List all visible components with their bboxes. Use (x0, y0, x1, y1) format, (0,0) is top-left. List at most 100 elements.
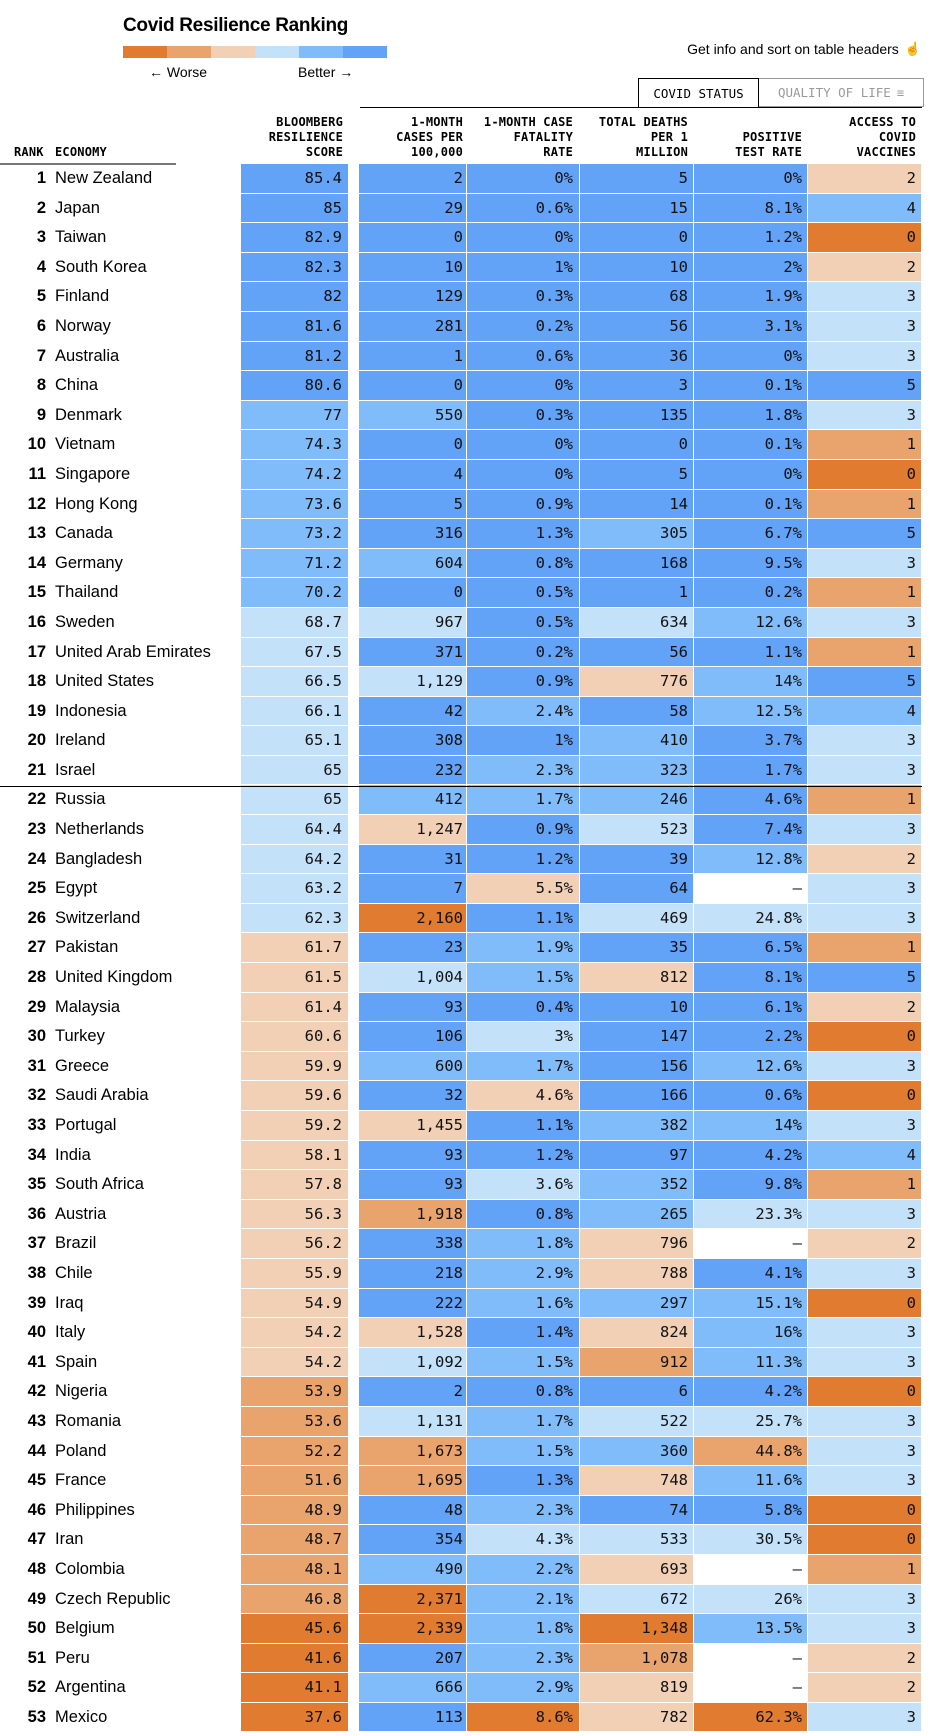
column-header-score[interactable]: BLOOMBERG RESILIENCE SCORE (268, 115, 343, 159)
score-cell: 58.1 (241, 1140, 348, 1170)
deaths-cell: 0 (580, 223, 693, 252)
cases-cell: 2,371 (359, 1584, 466, 1614)
positive-rate-cell: 12.8% (694, 844, 807, 874)
table-row: 25 Egypt 63.2 7 5.5% 64–3 (0, 874, 931, 904)
economy-cell: United States (55, 672, 155, 691)
rank-cell: 20 (27, 731, 46, 750)
vaccines-cell: 4 (808, 696, 921, 726)
vaccines-cell: 3 (808, 815, 921, 844)
deaths-cell: 796 (580, 1229, 693, 1258)
sort-hint-text: Get info and sort on table headers (687, 41, 899, 57)
table-row: 35 South Africa 57.8 93 3.6% 352 9.8% 1 (0, 1170, 931, 1200)
column-header-vaccines[interactable]: ACCESS TO COVID VACCINES (849, 115, 916, 159)
table-row: 26 Switzerland 62.3 2,160 1.1% 469 24.8% 3 (0, 903, 931, 934)
table-row: 34 India 58.1 93 1.2% 97 4.2% 4 (0, 1140, 931, 1171)
score-cell: 57.8 (241, 1170, 348, 1199)
vaccines-cell: 3 (808, 1258, 921, 1288)
cases-cell: 967 (359, 607, 466, 637)
ranking-table: 1 New Zealand 85.4 2 0% 5 0% 2 2 Japan 85 29 0.6% 15 8… (0, 164, 931, 1732)
cases-cell: 10 (359, 252, 466, 282)
positive-rate-cell: 13.5% (694, 1614, 807, 1643)
deaths-cell: 323 (580, 755, 693, 785)
deaths-cell: 782 (580, 1702, 693, 1732)
economy-cell: Vietnam (55, 435, 116, 454)
economy-cell: Chile (55, 1263, 93, 1282)
tab-covid-status[interactable]: COVID STATUS (638, 78, 759, 107)
cases-cell: 29 (359, 193, 466, 223)
rank-cell: 33 (27, 1116, 46, 1134)
fatality-rate-cell: 0.2% (467, 311, 579, 341)
column-header-economy[interactable]: ECONOMY (55, 145, 107, 159)
tab-quality-of-life[interactable]: QUALITY OF LIFE ≡ (759, 78, 924, 107)
fatality-rate-cell: 1% (467, 252, 579, 282)
score-cell: 64.4 (241, 815, 348, 844)
vaccines-cell: 3 (808, 755, 921, 785)
economy-cell: India (55, 1145, 91, 1164)
positive-rate-cell: 4.1% (694, 1258, 807, 1288)
positive-rate-cell: 0% (694, 341, 807, 371)
cases-cell: 32 (359, 1081, 466, 1110)
fatality-rate-cell: 5.5% (467, 874, 579, 903)
deaths-cell: 5 (580, 164, 693, 193)
score-cell: 63.2 (241, 874, 348, 903)
rank-cell: 49 (27, 1589, 46, 1608)
fatality-rate-cell: 1.2% (467, 844, 579, 874)
rank-cell: 29 (27, 997, 46, 1016)
cases-cell: 412 (359, 785, 466, 815)
fatality-rate-cell: 1.1% (467, 903, 579, 933)
cases-cell: 550 (359, 400, 466, 430)
cases-cell: 1,918 (359, 1199, 466, 1229)
column-header-deaths[interactable]: TOTAL DEATHS PER 1 MILLION (598, 115, 688, 159)
positive-rate-cell: 9.5% (694, 548, 807, 578)
column-header-positive-rate[interactable]: POSITIVE TEST RATE (735, 130, 802, 159)
economy-cell: Austria (55, 1204, 107, 1223)
positive-rate-cell: 1.1% (694, 637, 807, 667)
deaths-cell: 812 (580, 963, 693, 992)
table-row: 12 Hong Kong 73.6 5 0.9% 14 0.1% 1 (0, 489, 931, 520)
rank-cell: 42 (27, 1382, 46, 1401)
score-cell: 59.6 (241, 1081, 348, 1110)
score-cell: 61.5 (241, 963, 348, 992)
column-header-rank[interactable]: RANK (14, 145, 44, 159)
economy-cell: Iraq (55, 1293, 84, 1312)
color-legend (123, 46, 387, 58)
cases-cell: 31 (359, 844, 466, 874)
vaccines-cell: 3 (808, 1347, 921, 1377)
positive-rate-cell: – (694, 1554, 807, 1584)
column-header-cases[interactable]: 1-MONTH CASES PER 100,000 (396, 115, 463, 159)
economy-cell: Belgium (55, 1619, 115, 1638)
vaccines-cell: 3 (808, 311, 921, 341)
table-row: 5 Finland 82 129 0.3% 68 1.9% 3 (0, 282, 931, 312)
vaccines-cell: 3 (808, 1406, 921, 1436)
positive-rate-cell: 23.3% (694, 1199, 807, 1229)
fatality-rate-cell: 1.8% (467, 1229, 579, 1258)
vaccines-cell: 4 (808, 193, 921, 223)
score-cell: 41.6 (241, 1643, 348, 1673)
rank-cell: 27 (27, 938, 46, 957)
positive-rate-cell: 0.1% (694, 489, 807, 519)
column-header-fatality-rate[interactable]: 1-MONTH CASE FATALITY RATE (483, 115, 573, 159)
economy-cell: Nigeria (55, 1382, 108, 1401)
cases-cell: 93 (359, 1170, 466, 1199)
deaths-cell: 56 (580, 311, 693, 341)
table-row: 32 Saudi Arabia 59.6 32 4.6% 166 0.6% 0 (0, 1081, 931, 1111)
cases-cell: 2 (359, 164, 466, 193)
vaccines-cell: 2 (808, 1229, 921, 1258)
rank-cell: 26 (27, 908, 46, 927)
fatality-rate-cell: 0% (467, 430, 579, 459)
deaths-cell: 74 (580, 1495, 693, 1525)
cases-cell: 113 (359, 1702, 466, 1732)
vaccines-cell: 3 (808, 1614, 921, 1643)
fatality-rate-cell: 2.1% (467, 1584, 579, 1614)
deaths-cell: 748 (580, 1466, 693, 1495)
positive-rate-cell: 4.6% (694, 785, 807, 815)
score-cell: 65 (241, 755, 348, 785)
score-cell: 85 (241, 193, 348, 223)
table-row: 21 Israel 65 232 2.3% 323 1.7% 3 (0, 755, 931, 786)
rank-cell: 35 (27, 1175, 46, 1194)
table-row: 24 Bangladesh 64.2 31 1.2% 39 12.8% 2 (0, 844, 931, 875)
positive-rate-cell: 0.1% (694, 430, 807, 459)
fatality-rate-cell: 8.6% (467, 1702, 579, 1732)
positive-rate-cell: 62.3% (694, 1702, 807, 1732)
fatality-rate-cell: 1.3% (467, 519, 579, 548)
